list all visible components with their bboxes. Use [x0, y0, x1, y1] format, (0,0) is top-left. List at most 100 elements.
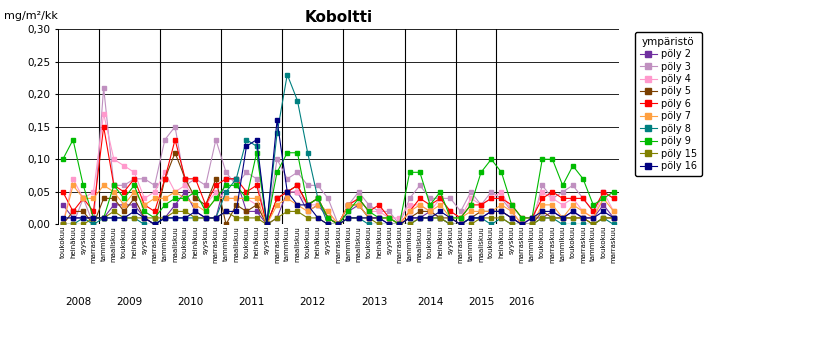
pöly 2 — [170, 203, 180, 207]
Line: pöly 5: pöly 5 — [60, 150, 616, 227]
pöly 5 — [58, 222, 68, 227]
pöly 6 — [99, 125, 109, 129]
pöly 16 — [598, 209, 608, 214]
Line: pöly 7: pöly 7 — [60, 183, 616, 227]
pöly 15 — [558, 216, 568, 220]
pöly 6 — [58, 190, 68, 194]
pöly 3 — [99, 85, 109, 90]
pöly 2 — [598, 203, 608, 207]
pöly 15 — [130, 216, 139, 220]
pöly 2 — [119, 203, 129, 207]
pöly 16 — [568, 209, 577, 214]
pöly 2 — [149, 222, 159, 227]
pöly 3 — [272, 157, 282, 161]
pöly 3 — [130, 177, 139, 181]
pöly 2 — [200, 216, 210, 220]
pöly 8 — [119, 216, 129, 220]
pöly 6 — [170, 138, 180, 142]
pöly 7 — [609, 209, 619, 214]
pöly 9 — [598, 196, 608, 201]
pöly 15 — [609, 216, 619, 220]
Title: Koboltti: Koboltti — [304, 10, 372, 25]
pöly 8 — [282, 72, 292, 77]
pöly 16 — [170, 216, 180, 220]
pöly 3 — [598, 190, 608, 194]
pöly 7 — [272, 203, 282, 207]
Text: 2014: 2014 — [417, 297, 443, 307]
pöly 16 — [149, 222, 159, 227]
Text: 2011: 2011 — [238, 297, 265, 307]
pöly 4 — [130, 170, 139, 174]
pöly 16 — [119, 216, 129, 220]
pöly 15 — [170, 209, 180, 214]
Line: pöly 3: pöly 3 — [60, 85, 616, 227]
pöly 7 — [558, 216, 568, 220]
Line: pöly 16: pöly 16 — [60, 118, 616, 227]
pöly 6 — [262, 222, 271, 227]
pöly 16 — [272, 118, 282, 122]
pöly 4 — [58, 222, 68, 227]
pöly 6 — [568, 196, 577, 201]
pöly 8 — [191, 216, 200, 220]
Line: pöly 4: pöly 4 — [60, 111, 616, 227]
pöly 5 — [170, 151, 180, 155]
Text: 2008: 2008 — [65, 297, 92, 307]
pöly 8 — [609, 222, 619, 227]
pöly 6 — [609, 196, 619, 201]
pöly 4 — [200, 203, 210, 207]
pöly 9 — [68, 138, 78, 142]
pöly 3 — [558, 190, 568, 194]
pöly 2 — [58, 203, 68, 207]
pöly 3 — [58, 222, 68, 227]
pöly 5 — [200, 203, 210, 207]
Text: 2009: 2009 — [116, 297, 142, 307]
pöly 16 — [200, 216, 210, 220]
pöly 15 — [58, 222, 68, 227]
pöly 9 — [609, 190, 619, 194]
pöly 7 — [130, 190, 139, 194]
pöly 8 — [262, 222, 271, 227]
pöly 9 — [568, 164, 577, 168]
pöly 9 — [130, 183, 139, 188]
pöly 15 — [200, 216, 210, 220]
pöly 6 — [130, 177, 139, 181]
Text: 2013: 2013 — [361, 297, 387, 307]
pöly 9 — [58, 157, 68, 161]
Text: 2016: 2016 — [509, 297, 535, 307]
pöly 5 — [272, 196, 282, 201]
pöly 4 — [99, 111, 109, 116]
pöly 3 — [200, 183, 210, 188]
pöly 4 — [272, 196, 282, 201]
pöly 7 — [68, 183, 78, 188]
pöly 6 — [282, 190, 292, 194]
pöly 9 — [200, 209, 210, 214]
pöly 4 — [598, 190, 608, 194]
pöly 3 — [170, 125, 180, 129]
pöly 4 — [558, 203, 568, 207]
pöly 3 — [609, 196, 619, 201]
pöly 16 — [282, 190, 292, 194]
pöly 16 — [609, 216, 619, 220]
pöly 2 — [609, 216, 619, 220]
pöly 5 — [119, 209, 129, 214]
Line: pöly 9: pöly 9 — [60, 137, 616, 227]
pöly 4 — [609, 209, 619, 214]
pöly 15 — [109, 209, 119, 214]
pöly 7 — [598, 196, 608, 201]
pöly 2 — [568, 209, 577, 214]
pöly 8 — [160, 216, 170, 220]
pöly 5 — [609, 216, 619, 220]
pöly 5 — [160, 177, 170, 181]
Text: 2015: 2015 — [468, 297, 494, 307]
pöly 9 — [282, 151, 292, 155]
Line: pöly 2: pöly 2 — [60, 176, 616, 227]
pöly 8 — [58, 222, 68, 227]
pöly 8 — [598, 216, 608, 220]
Line: pöly 6: pöly 6 — [60, 124, 616, 227]
pöly 7 — [170, 190, 180, 194]
pöly 8 — [558, 222, 568, 227]
Line: pöly 8: pöly 8 — [60, 72, 616, 227]
pöly 15 — [598, 216, 608, 220]
pöly 5 — [598, 216, 608, 220]
pöly 2 — [221, 177, 231, 181]
